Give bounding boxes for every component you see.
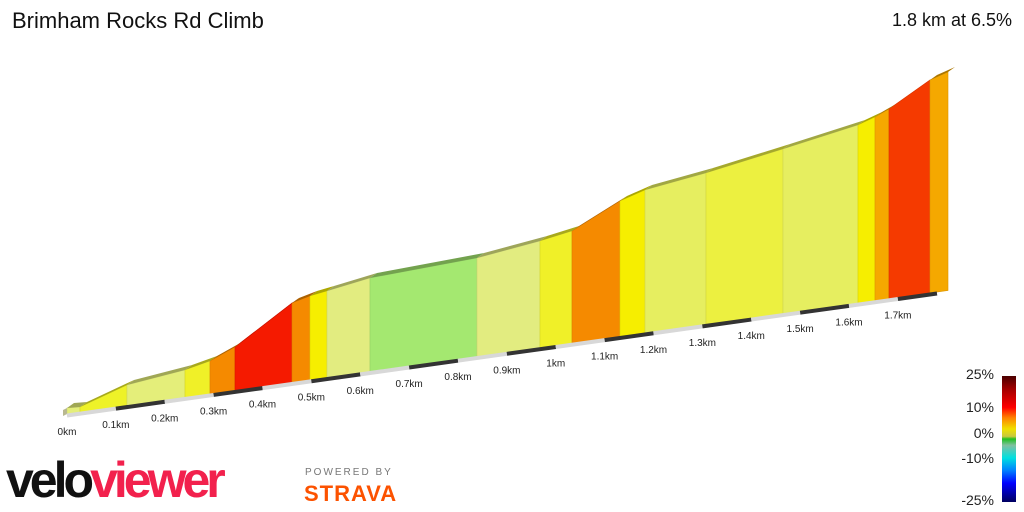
- distance-tick-label: 0km: [58, 427, 77, 438]
- segment-top-face: [80, 380, 134, 407]
- distance-tick-label: 0.8km: [444, 372, 471, 383]
- gradient-segment: [476, 240, 541, 357]
- segment-top-face: [889, 75, 937, 109]
- segment-top-face: [930, 67, 955, 80]
- gradient-segment: [309, 290, 328, 381]
- segment-top-face: [185, 356, 217, 370]
- gradient-segment: [209, 346, 236, 395]
- distance-tick-label: 1.6km: [835, 317, 862, 328]
- distance-tick-label: 1.5km: [787, 324, 814, 335]
- gradient-segment: [369, 257, 478, 372]
- distance-axis: [66, 291, 938, 418]
- distance-tick-label: 0.7km: [396, 379, 423, 390]
- distance-tick-label: 0.4km: [249, 400, 276, 411]
- veloviewer-logo: veloviewer: [6, 452, 226, 508]
- segment-top-face: [783, 120, 865, 149]
- gradient-segment: [619, 189, 646, 337]
- distance-tick-label: 1.2km: [640, 345, 667, 356]
- legend-tick-label: 0%: [973, 425, 994, 441]
- segment-top-face: [875, 104, 896, 117]
- segment-top-face: [477, 236, 547, 258]
- distance-tick-label: 1.3km: [689, 338, 716, 349]
- distance-tick-label: 0.5km: [298, 393, 325, 404]
- distance-tick-label: 0.2km: [151, 413, 178, 424]
- distance-tick-label: 1.7km: [884, 310, 911, 321]
- segment-top-face: [67, 402, 87, 408]
- page-title: Brimham Rocks Rd Climb: [12, 8, 264, 33]
- gradient-segment: [888, 79, 931, 300]
- gradient-segment: [291, 295, 311, 383]
- gradient-segment: [705, 148, 784, 325]
- legend-tick-label: -25%: [961, 492, 994, 508]
- segment-top-face: [327, 273, 377, 291]
- segment-top-face: [210, 342, 242, 361]
- segment-top-face: [370, 253, 484, 278]
- segment-top-face: [292, 291, 317, 303]
- segment-top-face: [572, 196, 627, 231]
- legend-tick-label: -10%: [961, 450, 994, 466]
- gradient-segment: [326, 277, 371, 378]
- segment-top-face: [645, 168, 713, 190]
- distance-labels: 0km 0.1km 0.2km 0.3km 0.4km 0.5km 0.6km 0.7km 0.…: [58, 310, 912, 438]
- distance-tick-label: 0.1km: [102, 420, 129, 431]
- segment-top-face: [858, 112, 882, 125]
- gradient-segment: [234, 302, 293, 391]
- gradient-segment: [929, 71, 949, 294]
- legend-tick-label: 10%: [965, 399, 994, 415]
- climb-summary: 1.8 km at 6.5%: [891, 10, 1012, 30]
- gradient-segment: [571, 200, 621, 344]
- gradient-segment: [874, 108, 890, 302]
- gradient-segment: [857, 116, 876, 304]
- gradient-legend: 25% 10% 0% -10% -25%: [955, 366, 1024, 512]
- segment-top-face: [620, 185, 652, 201]
- profile-top-surface: [63, 67, 955, 416]
- legend-tick-label: 25%: [965, 366, 994, 382]
- gradient-color-scale: [1002, 376, 1016, 502]
- strava-logo: STRAVA: [304, 481, 398, 506]
- gradient-segment: [539, 230, 573, 349]
- distance-tick-label: 1.4km: [738, 331, 765, 342]
- segment-top-face: [706, 144, 790, 173]
- distance-tick-label: 0.3km: [200, 406, 227, 417]
- gradient-segments: [66, 71, 949, 415]
- distance-tick-label: 1.1km: [591, 352, 618, 363]
- segment-top-face: [540, 226, 579, 241]
- powered-by-label: POWERED BY: [305, 467, 393, 478]
- segment-top-face: [310, 286, 334, 296]
- distance-tick-label: 1km: [546, 358, 565, 369]
- gradient-segment: [644, 172, 707, 334]
- distance-tick-label: 0.6km: [347, 386, 374, 397]
- segment-top-face: [127, 365, 192, 385]
- segment-top-face: [235, 298, 299, 347]
- gradient-segment: [782, 124, 859, 314]
- distance-tick-label: 0.9km: [493, 365, 520, 376]
